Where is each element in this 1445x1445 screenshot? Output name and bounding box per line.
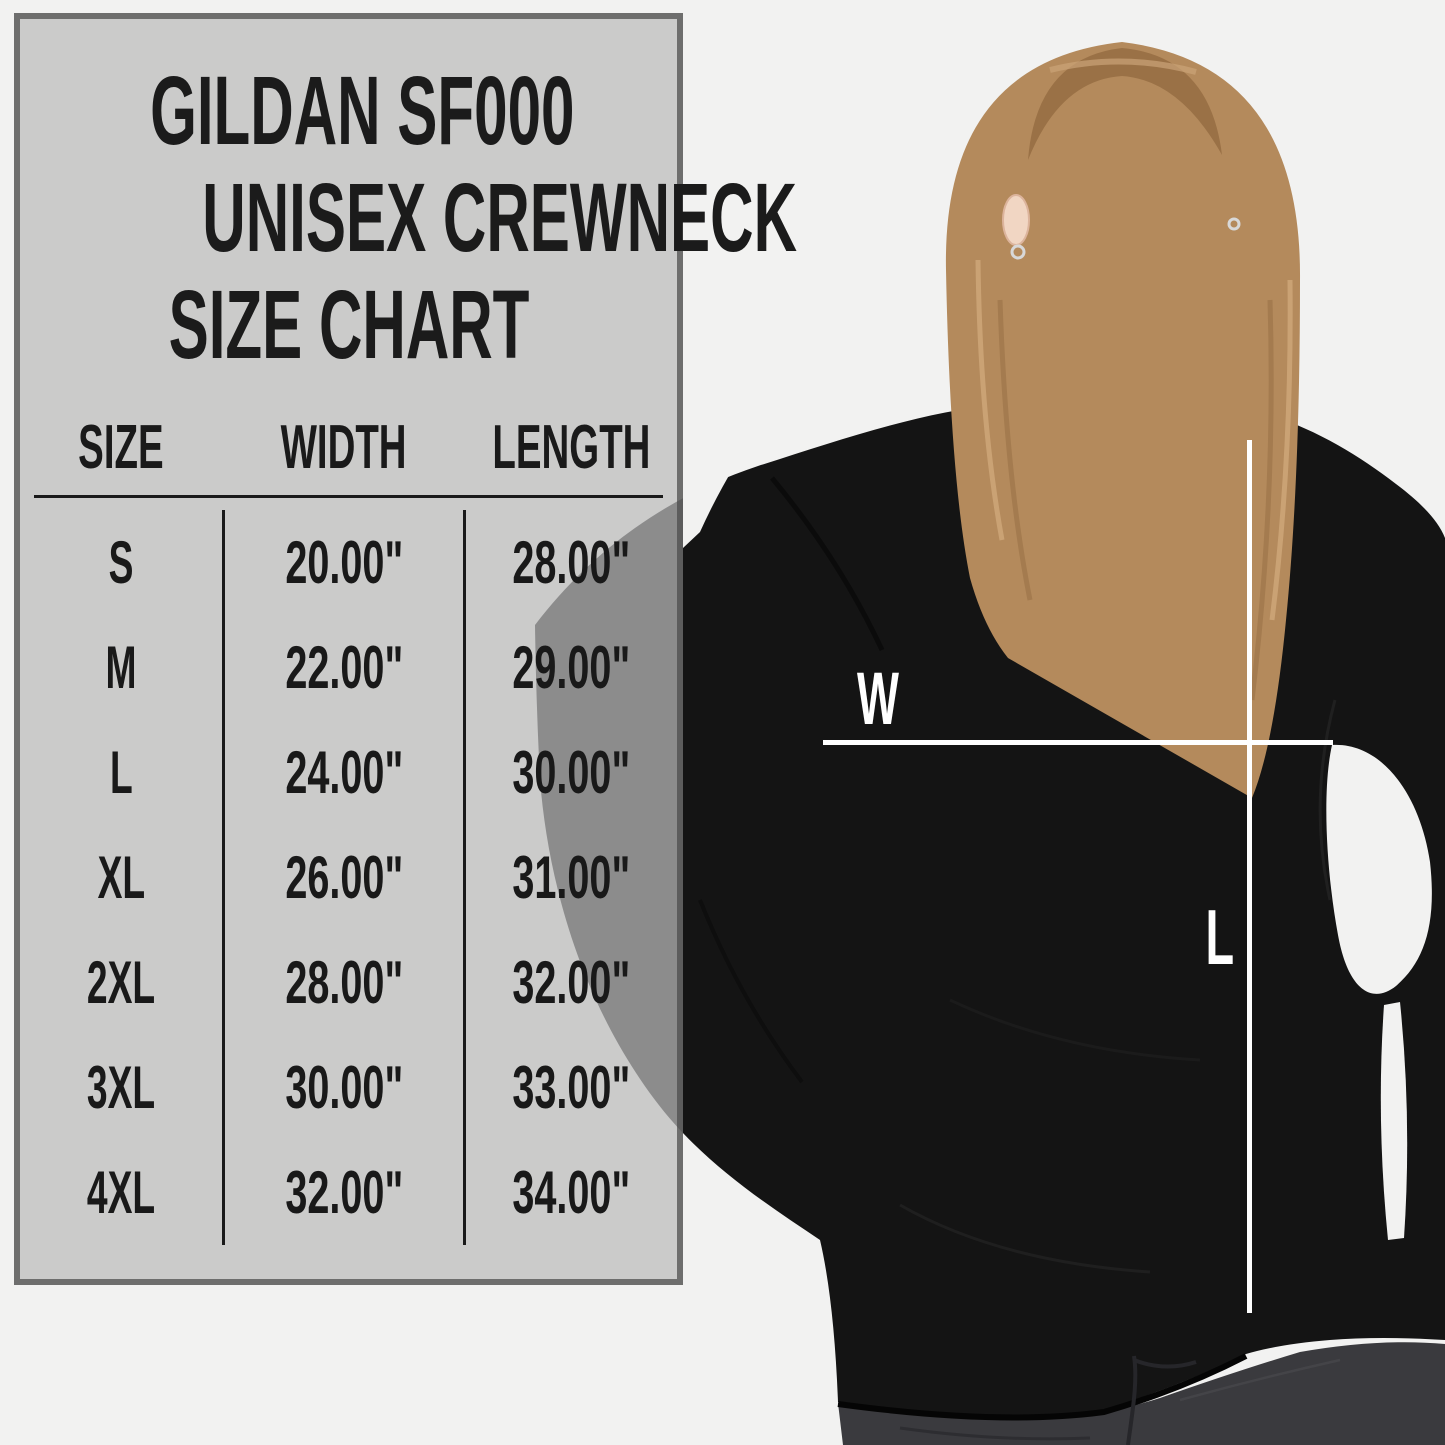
sweatshirt-crease [1318, 699, 1337, 901]
header-size: SIZE [78, 412, 164, 482]
hair-strand-shadow [997, 299, 1033, 601]
header-length: LENGTH [492, 412, 651, 482]
size-cell: S [108, 529, 134, 596]
width-cell: 30.00" [222, 1035, 466, 1140]
title-line-3: SIZE CHART [20, 271, 677, 378]
right-earring [1227, 217, 1241, 231]
hair-front-sweep [1028, 48, 1222, 160]
table-header: SIZE WIDTH LENGTH [20, 412, 677, 482]
jeans-wrinkle [899, 1426, 1091, 1441]
background-gap-right-arm [1326, 744, 1432, 994]
width-label: W [838, 662, 918, 736]
length-cell: 30.00" [512, 739, 631, 806]
sweatshirt-crease [949, 998, 1201, 1062]
size-cell: XL [97, 844, 145, 911]
width-label-text: W [857, 657, 899, 740]
jeans-fly-seam [1126, 1355, 1138, 1445]
length-label: L [1188, 898, 1252, 976]
background-gap-left-shoulder [683, 416, 768, 548]
hem-shadow [837, 1353, 1248, 1421]
width-cell: 32.00" [222, 1140, 466, 1245]
sweatshirt-crease [698, 899, 804, 1084]
background-gap-right-hip [1380, 1002, 1408, 1240]
width-cell: 26.00" [222, 825, 466, 930]
length-cell: 33.00" [512, 1054, 631, 1121]
length-cell: 29.00" [512, 634, 631, 701]
size-cell: 4XL [86, 1159, 156, 1226]
length-label-text: L [1205, 893, 1235, 981]
title-line-2: UNISEX CREWNECK [20, 164, 797, 271]
hair-strand-shadow [1249, 299, 1274, 701]
jeans-seam [1133, 1358, 1197, 1369]
sweatshirt-seam-left [770, 476, 885, 652]
title-text: SIZE CHART [168, 270, 529, 379]
hair-strand-highlight [975, 259, 1005, 541]
size-chart-panel: GILDAN SF000 UNISEX CREWNECK SIZE CHART … [14, 13, 797, 1285]
width-cell: 22.00" [222, 615, 466, 720]
size-cell: 2XL [86, 949, 156, 1016]
length-measure-line [1247, 440, 1252, 1313]
sweatshirt-crease [899, 1203, 1151, 1274]
title-line-1: GILDAN SF000 [20, 57, 677, 164]
length-cell: 34.00" [512, 1159, 631, 1226]
jeans-wrinkle [1179, 1358, 1341, 1402]
title-text: GILDAN SF000 [150, 56, 575, 165]
width-cell: 28.00" [222, 930, 466, 1035]
hair-shine [1049, 58, 1197, 75]
width-cell: 20.00" [222, 510, 466, 615]
length-cell: 32.00" [512, 949, 631, 1016]
width-measure-line [823, 740, 1333, 745]
size-cell: 3XL [86, 1054, 156, 1121]
panel-title: GILDAN SF000 UNISEX CREWNECK SIZE CHART [20, 57, 797, 378]
jeans [838, 1342, 1445, 1445]
left-earring [1010, 244, 1026, 260]
hair-strand-highlight [1269, 279, 1293, 621]
size-cell: L [109, 739, 133, 806]
length-cell: 28.00" [512, 529, 631, 596]
length-cell: 31.00" [512, 844, 631, 911]
width-cell: 24.00" [222, 720, 466, 825]
left-ear [1002, 194, 1030, 246]
title-text: UNISEX CREWNECK [202, 163, 798, 272]
model-hair [945, 42, 1301, 798]
size-table: S 20.00" 28.00" M 22.00" 29.00" L 24.00"… [20, 510, 677, 1245]
header-width: WIDTH [281, 412, 407, 482]
size-cell: M [105, 634, 137, 701]
header-rule [34, 495, 663, 498]
